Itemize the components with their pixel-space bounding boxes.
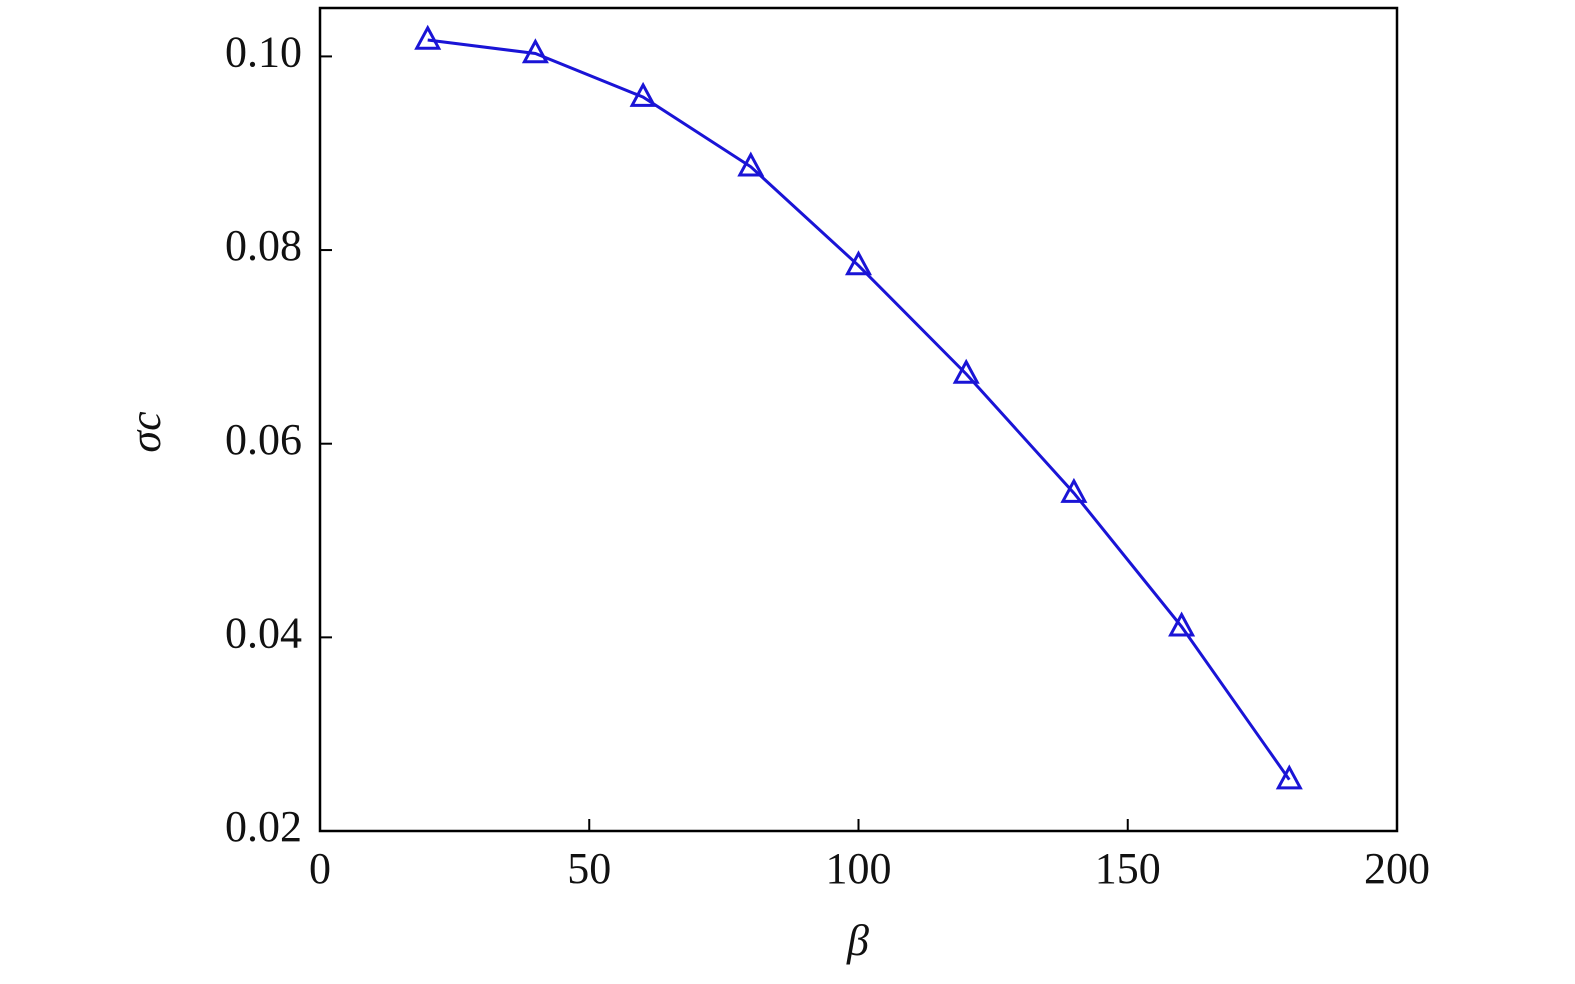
x-tick-label: 100 — [826, 844, 892, 893]
x-axis-label: β — [846, 916, 869, 965]
y-tick-label: 0.06 — [225, 415, 302, 464]
y-tick-label: 0.02 — [225, 802, 302, 851]
x-tick-label: 0 — [309, 844, 331, 893]
data-marker — [737, 151, 765, 177]
data-marker — [844, 250, 873, 276]
y-tick-label: 0.08 — [225, 221, 302, 270]
data-marker — [521, 38, 549, 64]
y-tick-label: 0.10 — [225, 28, 302, 77]
data-marker — [1275, 764, 1303, 790]
x-tick-label: 200 — [1364, 844, 1430, 893]
data-marker — [629, 81, 657, 107]
x-tick-label: 150 — [1095, 844, 1161, 893]
plot-frame — [318, 6, 1399, 833]
data-marker — [1060, 477, 1088, 503]
y-axis-label: σc — [121, 411, 170, 453]
data-line — [427, 38, 1291, 781]
data-marker — [414, 24, 442, 50]
y-tick-label: 0.04 — [225, 608, 302, 657]
x-tick-label: 50 — [567, 844, 611, 893]
data-marker — [1168, 611, 1196, 637]
data-marker — [952, 358, 980, 384]
